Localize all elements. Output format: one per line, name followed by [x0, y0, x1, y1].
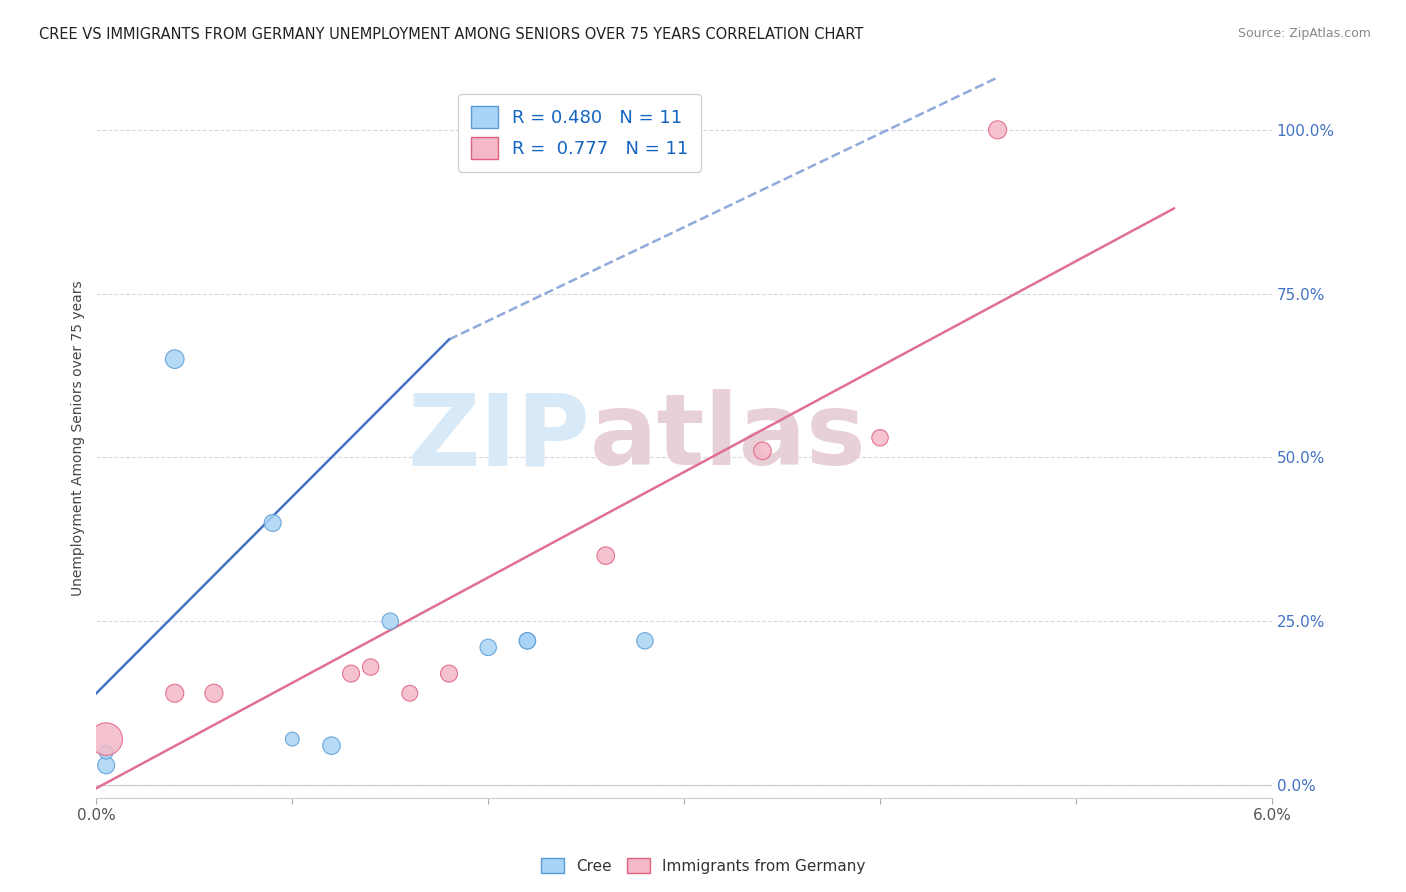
Point [477, 640, 499, 655]
Point [340, 666, 363, 681]
Point [516, 633, 538, 648]
Point [398, 686, 420, 700]
Point [163, 352, 186, 367]
Legend: R = 0.480   N = 11, R =  0.777   N = 11: R = 0.480 N = 11, R = 0.777 N = 11 [458, 94, 702, 172]
Legend: Cree, Immigrants from Germany: Cree, Immigrants from Germany [534, 852, 872, 880]
Point [516, 633, 538, 648]
Point [202, 686, 225, 700]
Point [595, 549, 617, 563]
Point [94, 758, 117, 772]
Point [163, 686, 186, 700]
Point [380, 614, 402, 628]
Text: atlas: atlas [591, 389, 866, 486]
Point [437, 666, 460, 681]
Point [634, 633, 657, 648]
Point [751, 443, 773, 458]
Point [94, 732, 117, 747]
Text: ZIP: ZIP [408, 389, 591, 486]
Point [869, 431, 891, 445]
Text: CREE VS IMMIGRANTS FROM GERMANY UNEMPLOYMENT AMONG SENIORS OVER 75 YEARS CORRELA: CREE VS IMMIGRANTS FROM GERMANY UNEMPLOY… [39, 27, 863, 42]
Y-axis label: Unemployment Among Seniors over 75 years: Unemployment Among Seniors over 75 years [72, 280, 86, 596]
Point [987, 123, 1010, 137]
Point [94, 745, 117, 759]
Point [321, 739, 343, 753]
Point [281, 732, 304, 747]
Text: Source: ZipAtlas.com: Source: ZipAtlas.com [1237, 27, 1371, 40]
Point [360, 660, 382, 674]
Point [262, 516, 284, 530]
